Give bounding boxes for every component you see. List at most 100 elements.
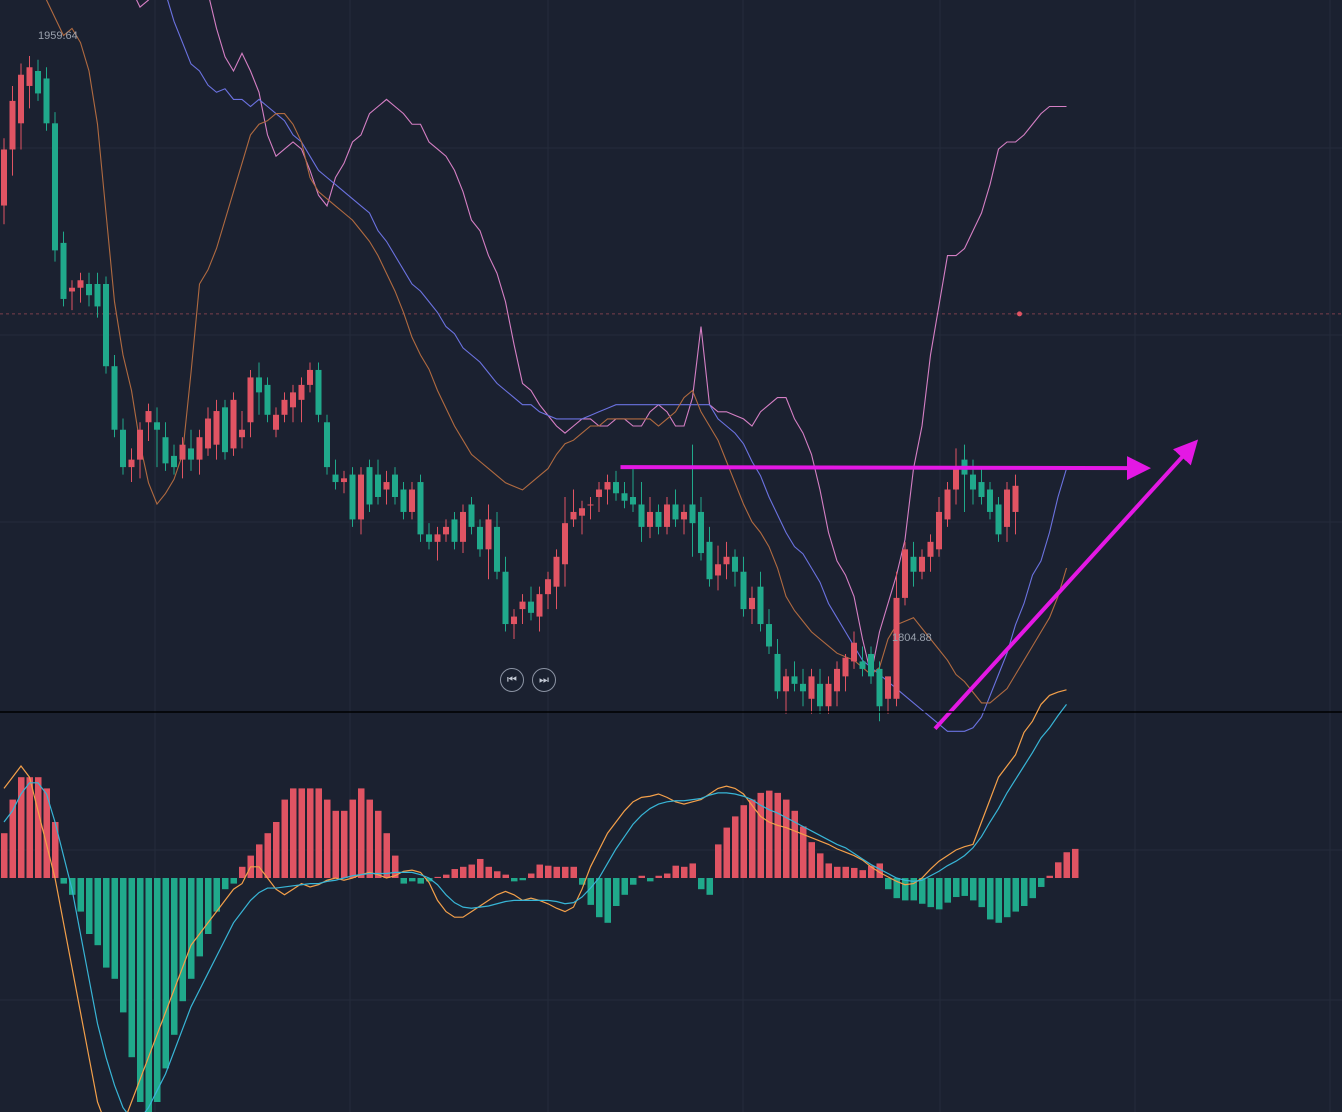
macd-histogram-bar xyxy=(664,873,671,878)
candle-body xyxy=(179,444,186,460)
macd-histogram-bar xyxy=(689,863,696,878)
candle-body xyxy=(553,556,560,587)
macd-histogram-bar xyxy=(1029,878,1036,899)
macd-histogram-bar xyxy=(570,866,577,878)
candle-body xyxy=(885,676,891,699)
macd-histogram-bar xyxy=(723,827,730,878)
macd-histogram-bar xyxy=(162,878,169,1069)
candle-body xyxy=(349,474,356,520)
macd-histogram-bar xyxy=(902,878,909,901)
macd-dif-line xyxy=(3,689,1067,1112)
candle-body xyxy=(910,556,917,572)
candle-body xyxy=(409,489,415,512)
macd-histogram-bar xyxy=(740,805,747,878)
macd-histogram-bar xyxy=(587,878,594,905)
candle-body xyxy=(264,384,271,415)
macd-histogram-bar xyxy=(961,878,968,896)
candle-body xyxy=(902,549,908,598)
macd-histogram-bar xyxy=(732,816,739,878)
macd-histogram-bar xyxy=(375,810,382,878)
prev-bar-button[interactable]: ⏮ xyxy=(500,668,524,692)
macd-histogram-bar xyxy=(604,878,611,923)
candle-body xyxy=(239,429,245,438)
bollinger-bands xyxy=(45,0,1068,732)
candle-body xyxy=(460,511,466,542)
macd-histogram-bar xyxy=(528,873,535,878)
macd-histogram-bar xyxy=(290,788,297,878)
macd-histogram-bar xyxy=(766,790,773,878)
candle-body xyxy=(545,579,551,595)
macd-histogram-bar xyxy=(706,878,713,895)
macd-histogram-bar xyxy=(298,788,305,878)
candle-body xyxy=(732,556,738,572)
macd-histogram-bar xyxy=(145,878,152,1112)
candle-body xyxy=(128,459,135,468)
candle-body xyxy=(596,489,602,497)
macd-histogram-bar xyxy=(791,810,798,878)
macd-histogram-bar xyxy=(485,866,492,878)
macd-histogram-bar xyxy=(400,878,407,884)
candle-body xyxy=(111,366,118,430)
candle-body xyxy=(1,149,7,206)
candle-body xyxy=(562,523,568,565)
macd-histogram-bar xyxy=(868,865,875,878)
candle-body xyxy=(655,511,662,527)
macd-histogram-bar xyxy=(519,878,526,881)
next-bar-button[interactable]: ⏭ xyxy=(532,668,556,692)
candle-body xyxy=(358,474,364,520)
candle-body xyxy=(579,508,585,516)
macd-histogram-bar xyxy=(1063,852,1070,878)
macd-histogram-bar xyxy=(137,878,144,1102)
macd-histogram-bar xyxy=(341,810,348,878)
candle-body xyxy=(9,100,16,150)
candle-body xyxy=(842,657,849,677)
macd-histogram-bar xyxy=(264,833,271,878)
candle-body xyxy=(18,74,24,124)
macd-histogram-bar xyxy=(978,878,985,908)
candle-body xyxy=(783,676,789,692)
macd-histogram-bar xyxy=(94,878,101,946)
candle-body xyxy=(273,414,279,430)
candle-body xyxy=(587,504,594,506)
macd-histogram-bar xyxy=(256,844,263,878)
macd-histogram-bar xyxy=(562,866,569,878)
macd-dea-line xyxy=(3,704,1067,1112)
candle-body xyxy=(1012,485,1019,512)
candle-body xyxy=(103,284,109,367)
candle-body xyxy=(298,384,305,400)
candle-body xyxy=(332,474,339,483)
macd-histogram-bar xyxy=(995,878,1002,923)
macd-histogram-bar xyxy=(638,875,645,878)
macd-histogram-bar xyxy=(825,863,832,878)
candle-body xyxy=(995,504,1002,535)
candle-body xyxy=(451,519,458,542)
candles xyxy=(1,56,1019,722)
macd-histogram-bar xyxy=(1072,848,1079,878)
macd-histogram-bar xyxy=(774,792,781,878)
candle-body xyxy=(43,78,50,124)
candle-body xyxy=(621,493,628,501)
candle-body xyxy=(494,526,500,572)
macd-histogram-bar xyxy=(358,788,365,878)
macd-histogram-bar xyxy=(613,878,620,906)
candle-body xyxy=(213,411,220,445)
macd-histogram-bar xyxy=(366,799,373,878)
candle-body xyxy=(477,526,483,550)
macd-histogram-bar xyxy=(273,822,280,878)
candle-body xyxy=(145,411,152,423)
low-price-label: 1804.88 xyxy=(892,632,932,644)
macd-histogram-bar xyxy=(910,878,917,901)
macd-histogram-bar xyxy=(213,878,220,912)
candle-body xyxy=(485,519,492,550)
macd-histogram-bar xyxy=(817,853,824,878)
bb-middle-line xyxy=(167,0,1068,732)
macd-histogram-bar xyxy=(579,878,586,885)
candle-body xyxy=(307,369,313,385)
macd-histogram-bar xyxy=(451,869,458,878)
macd-histogram-bar xyxy=(834,866,841,878)
macd-histogram-bar xyxy=(443,874,450,878)
macd-histogram-bar xyxy=(239,866,246,878)
candle-body xyxy=(222,407,228,453)
macd-histogram-bar xyxy=(86,878,93,934)
candle-body xyxy=(154,422,160,430)
